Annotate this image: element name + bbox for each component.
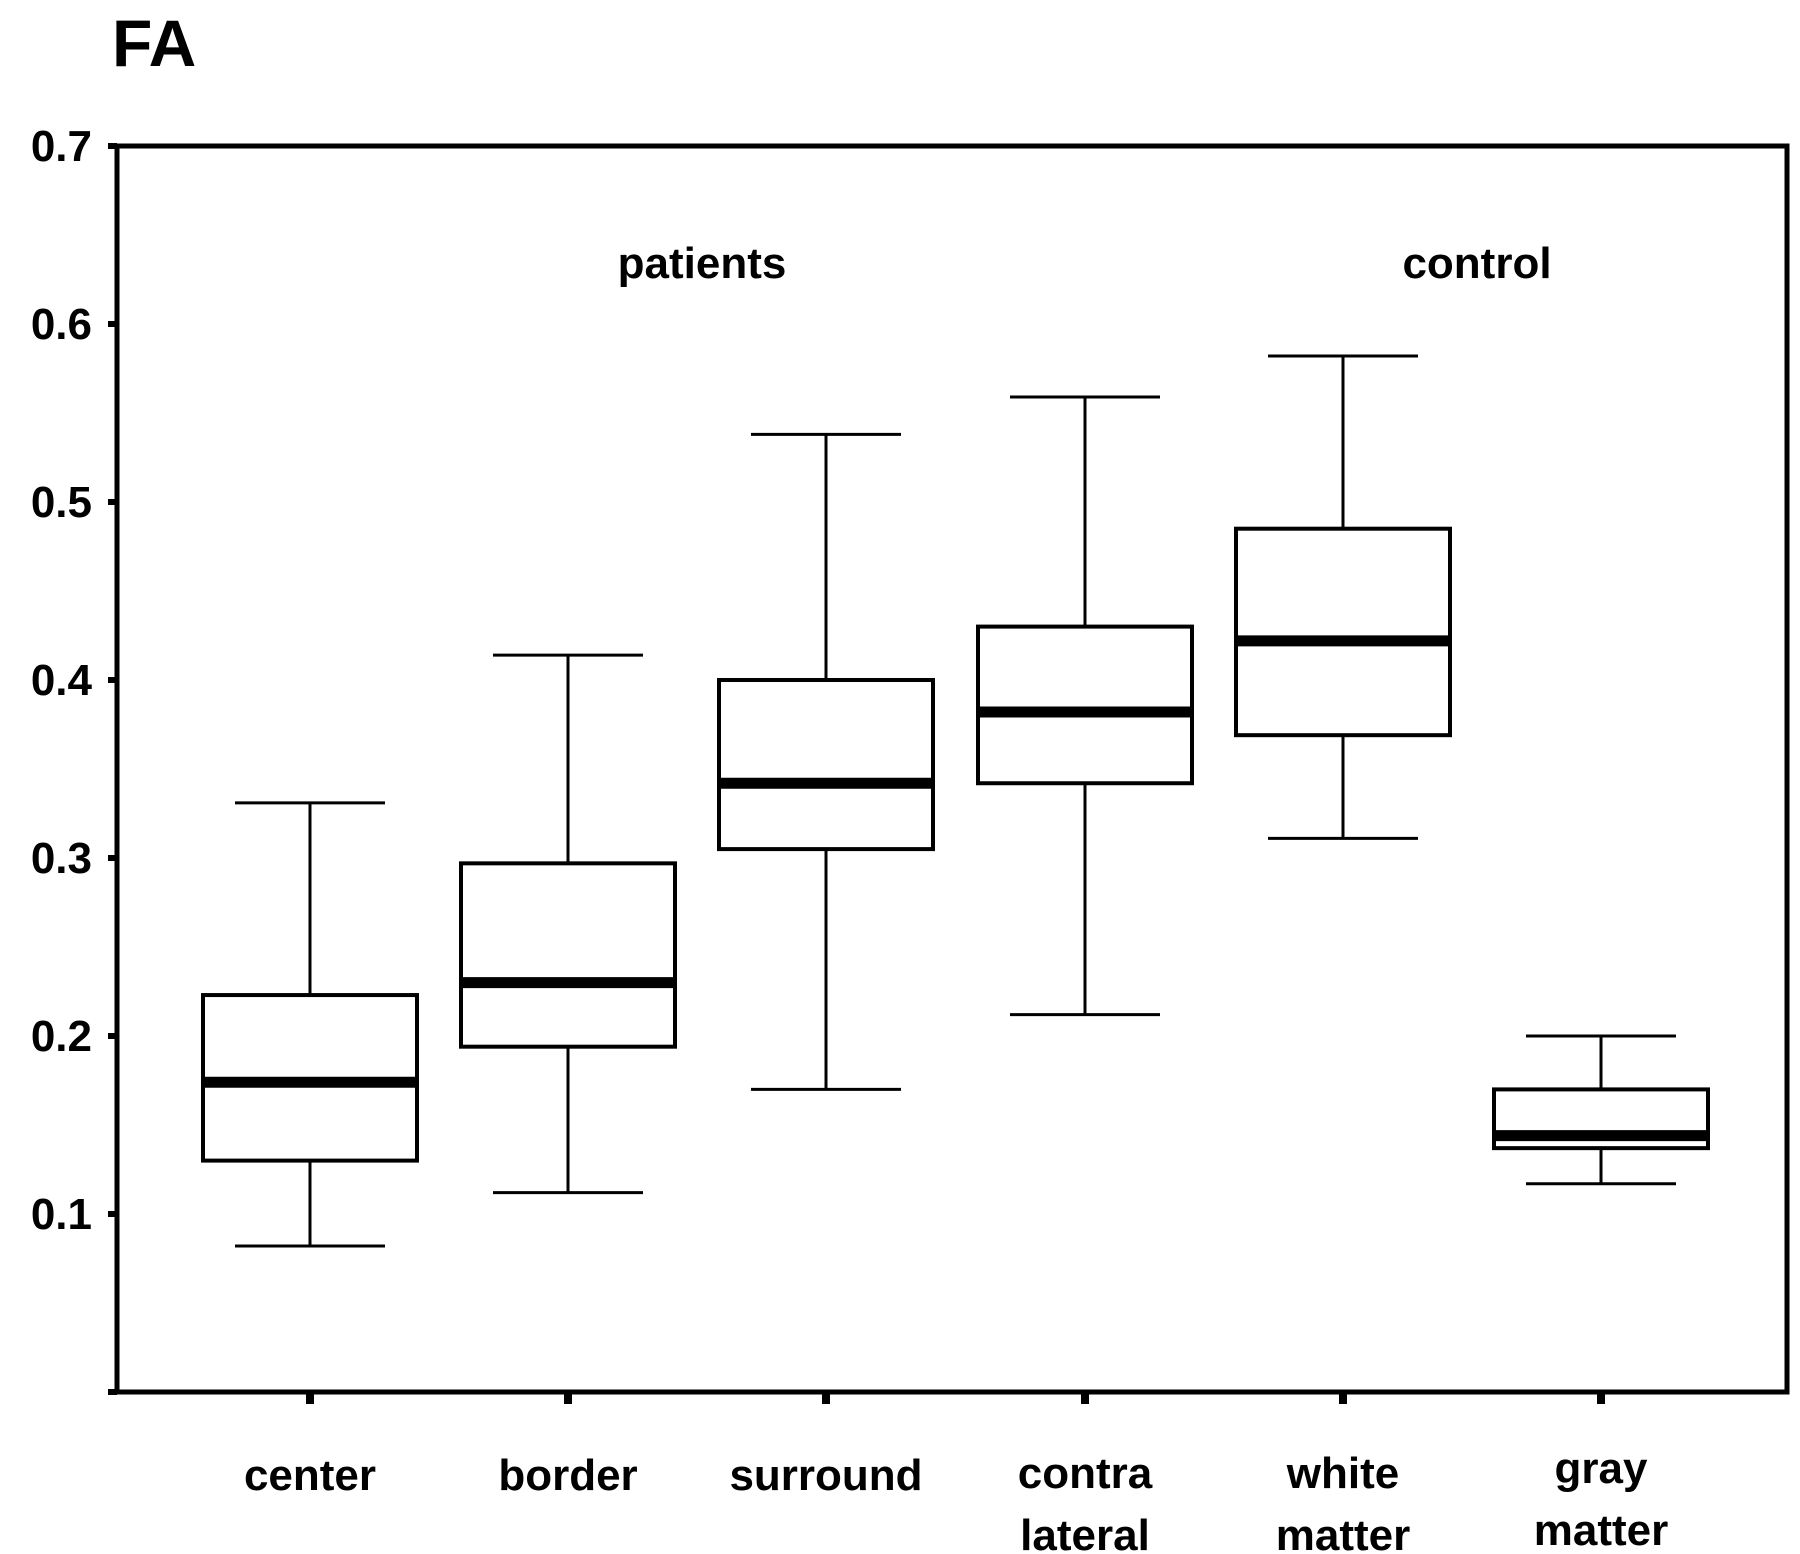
group-labels: patients control bbox=[618, 239, 1552, 288]
y-tick-label: 0.7 bbox=[31, 122, 92, 171]
iqr-box bbox=[717, 678, 935, 852]
y-tick-label: 0.4 bbox=[31, 656, 93, 705]
y-tick-label: 0.2 bbox=[31, 1012, 92, 1061]
x-category-label: border bbox=[498, 1451, 637, 1500]
group-label: patients bbox=[618, 239, 787, 288]
y-tick-label: 0.1 bbox=[31, 1190, 92, 1239]
x-category-label: center bbox=[244, 1451, 376, 1500]
y-tick-label: 0.5 bbox=[31, 478, 92, 527]
chart-title: FA bbox=[112, 6, 196, 80]
iqr-box bbox=[976, 624, 1194, 786]
x-category-label: contra bbox=[1018, 1449, 1153, 1498]
iqr-box bbox=[459, 861, 677, 1049]
box-series bbox=[201, 354, 1710, 1248]
x-category-label: white bbox=[1286, 1449, 1399, 1498]
box-plot bbox=[459, 653, 677, 1195]
y-tick-label: 0.3 bbox=[31, 834, 92, 883]
box-plot bbox=[717, 432, 935, 1091]
x-category-label: matter bbox=[1276, 1511, 1411, 1554]
box-plot bbox=[976, 395, 1194, 1017]
y-axis: 0.1 0.2 0.3 0.4 0.5 0.6 0.7 bbox=[31, 122, 117, 1395]
plot-area-frame bbox=[114, 143, 1790, 1395]
x-axis: center border surround contra lateral white ma… bbox=[244, 1392, 1668, 1554]
box-plot bbox=[1234, 354, 1452, 840]
x-category-label: lateral bbox=[1020, 1511, 1150, 1554]
x-category-label: surround bbox=[729, 1451, 922, 1500]
x-category-label: matter bbox=[1534, 1506, 1669, 1554]
box-plot bbox=[201, 801, 419, 1248]
x-category-label: gray bbox=[1555, 1444, 1648, 1493]
group-label: control bbox=[1402, 239, 1551, 288]
box-plot bbox=[1492, 1034, 1710, 1186]
iqr-box bbox=[1234, 526, 1452, 738]
y-tick-label: 0.6 bbox=[31, 300, 92, 349]
